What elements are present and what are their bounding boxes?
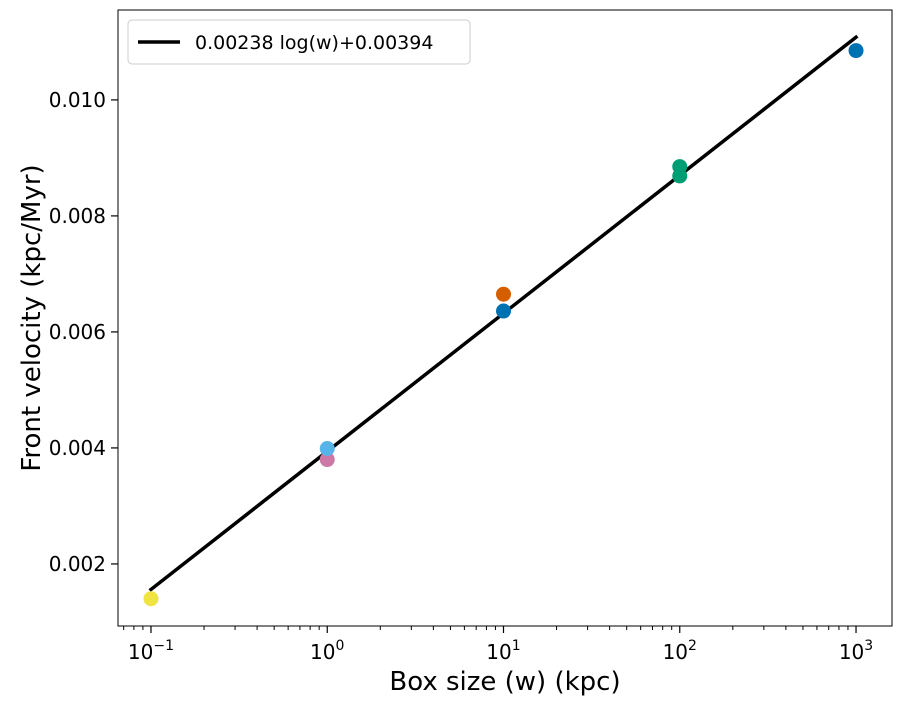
x-tick-label: 100: [310, 638, 344, 664]
x-tick-label-exponent: 3: [864, 638, 873, 654]
data-point: [672, 168, 688, 184]
x-tick-label-base: 10: [486, 640, 511, 664]
data-point: [848, 43, 864, 59]
data-point: [319, 452, 335, 468]
x-tick-label: 103: [839, 638, 873, 664]
x-tick-label-base: 10: [310, 640, 335, 664]
plot-axes: 10−1 100 101 102 103 0.0020.0040.0060.0080.0…: [49, 9, 893, 664]
x-tick-label-exponent: 2: [688, 638, 697, 654]
y-tick-label: 0.004: [49, 436, 106, 460]
x-tick-label-exponent: 0: [336, 638, 345, 654]
x-tick-label: 102: [663, 638, 697, 664]
legend: 0.00238 log(w)+0.00394: [127, 19, 471, 65]
x-tick-label: 10−1: [128, 638, 174, 664]
plot-frame: [117, 9, 893, 627]
data-point: [319, 441, 335, 457]
x-tick-label-exponent: −1: [153, 638, 174, 654]
points-layer: [143, 43, 864, 607]
data-point: [495, 303, 511, 319]
x-tick-label: 101: [486, 638, 520, 664]
x-tick-label-base: 10: [128, 640, 153, 664]
y-tick-label: 0.002: [49, 552, 106, 576]
x-tick-label-base: 10: [663, 640, 688, 664]
y-tick-label: 0.006: [49, 320, 106, 344]
x-tick-label-base: 10: [839, 640, 864, 664]
x-tick-label-exponent: 1: [512, 638, 521, 654]
legend-box: [127, 19, 471, 65]
legend-label: 0.00238 log(w)+0.00394: [195, 32, 433, 54]
y-axis-ticks: 0.002 0.004 0.006 0.008 0.010: [49, 88, 118, 576]
data-point: [143, 591, 159, 607]
y-tick-label: 0.008: [49, 204, 106, 228]
y-tick-label: 0.010: [49, 88, 106, 112]
x-axis-ticks: 10−1 100 101 102 103: [123, 626, 873, 664]
y-axis-title: Front velocity (kpc/Myr): [17, 164, 47, 471]
x-axis-title: Box size (w) (kpc): [389, 667, 620, 697]
data-point: [495, 286, 511, 302]
